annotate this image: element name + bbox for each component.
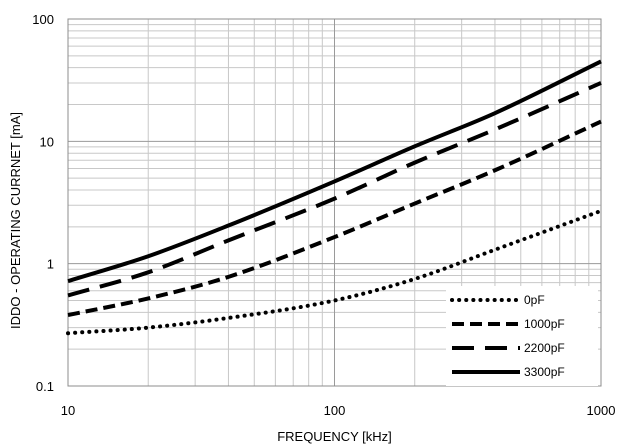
y-tick-labels: 0.1 1 10 100 <box>32 12 54 394</box>
series-lines <box>66 59 603 336</box>
x-tick-label: 10 <box>61 403 75 418</box>
series-line-2200pf <box>67 81 602 298</box>
legend-label-2200pf: 2200pF <box>524 341 565 355</box>
legend-label-1000pf: 1000pF <box>524 317 565 331</box>
legend-label-3300pf: 3300pF <box>524 365 565 379</box>
legend: 0pF 1000pF 2200pF 3300pF <box>446 286 598 386</box>
legend-box <box>446 286 598 386</box>
y-tick-label: 100 <box>32 12 54 27</box>
y-axis-title: IDDO - OPERATING CURRNET [mA] <box>8 112 23 329</box>
series-line-0pf <box>66 208 603 336</box>
x-axis-title: FREQUENCY [kHz] <box>277 429 392 444</box>
y-tick-label: 10 <box>40 134 54 149</box>
series-line-3300pf <box>67 59 602 284</box>
x-tick-label: 100 <box>324 403 346 418</box>
grid-major <box>67 18 602 387</box>
legend-label-0pf: 0pF <box>524 293 545 307</box>
y-tick-label: 0.1 <box>36 379 54 394</box>
x-tick-labels: 10 100 1000 <box>61 403 616 418</box>
x-tick-label: 1000 <box>587 403 616 418</box>
series-line-1000pf <box>67 119 602 318</box>
y-tick-label: 1 <box>47 257 54 272</box>
plot-border <box>67 18 602 387</box>
